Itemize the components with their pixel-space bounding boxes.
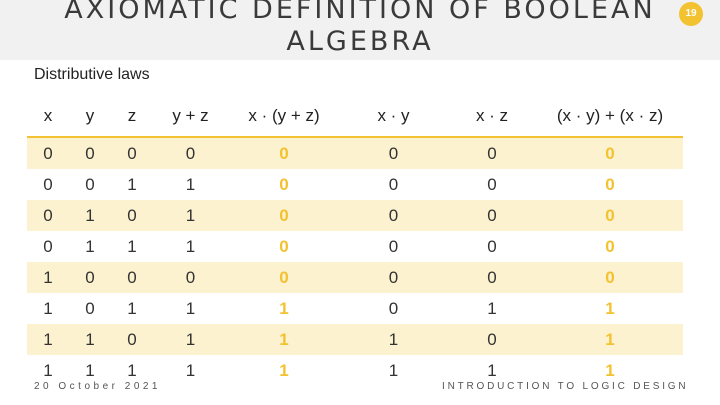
table-cell: 0: [69, 262, 111, 293]
table-cell: 1: [487, 298, 497, 318]
table-cell: 1: [69, 200, 111, 231]
table-cell: 1: [43, 360, 53, 380]
table-cell: 1: [228, 324, 340, 355]
table-cell: 1: [69, 324, 111, 355]
table-cell: 1: [185, 236, 196, 256]
column-header: y + z: [153, 96, 228, 138]
table-cell: 0: [111, 324, 153, 355]
column-header: x · z: [447, 96, 537, 138]
table-cell: 0: [27, 200, 69, 231]
slide-subtitle: Distributive laws: [34, 66, 150, 83]
table-cell: 0: [388, 298, 399, 318]
table-cell: 1: [153, 324, 228, 355]
table-row: 1 1 1 1 1 1 1 1: [27, 355, 683, 386]
table-cell: 1: [388, 360, 399, 380]
table-cell: 0: [537, 137, 683, 169]
table-cell: 0: [340, 137, 447, 169]
column-header: x · (y + z): [228, 96, 340, 138]
column-header: x · y: [340, 96, 447, 138]
column-header: z: [111, 96, 153, 138]
table-cell: 1: [605, 360, 615, 380]
table-cell: 0: [605, 174, 615, 194]
table-cell: 1: [279, 298, 289, 318]
table-cell: 1: [605, 298, 615, 318]
table-cell: 1: [85, 360, 95, 380]
table-cell: 0: [228, 200, 340, 231]
table-cell: 1: [43, 298, 53, 318]
table-cell: 1: [340, 324, 447, 355]
table-row: 1 0 1 1 1 0 1 1: [27, 293, 683, 324]
table-cell: 1: [27, 324, 69, 355]
column-header: x: [27, 96, 69, 138]
table-cell: 0: [447, 262, 537, 293]
table-cell: 0: [340, 200, 447, 231]
table-cell: 1: [279, 360, 289, 380]
table-cell: 0: [111, 137, 153, 169]
slide-title: AXIOMATIC DEFINITION OF BOOLEAN ALGEBRA: [64, 0, 656, 57]
footer-course-title: INTRODUCTION TO LOGIC DESIGN: [442, 381, 689, 392]
table-cell: 0: [447, 324, 537, 355]
table-cell: 0: [85, 174, 95, 194]
footer-date: 20 October 2021: [34, 381, 161, 392]
table-cell: 1: [487, 360, 497, 380]
table-cell: 0: [388, 236, 399, 256]
table-cell: 1: [27, 262, 69, 293]
table-cell: 0: [228, 137, 340, 169]
table-cell: 0: [279, 236, 289, 256]
table-cell: 1: [127, 174, 137, 194]
table-cell: 0: [447, 137, 537, 169]
table-cell: 0: [43, 174, 53, 194]
table-cell: 0: [537, 200, 683, 231]
table-cell: 0: [153, 262, 228, 293]
table-cell: 0: [487, 236, 497, 256]
title-band: [0, 0, 720, 60]
table-cell: 0: [228, 262, 340, 293]
table-cell: 0: [111, 262, 153, 293]
page-number-badge: 19: [679, 2, 703, 26]
table-cell: 1: [127, 298, 137, 318]
table-cell: 0: [487, 174, 497, 194]
table-cell: 0: [388, 174, 399, 194]
table-cell: 0: [43, 236, 53, 256]
table-cell: 1: [127, 360, 137, 380]
table-cell: 1: [127, 236, 137, 256]
table-cell: 0: [340, 262, 447, 293]
column-header: y: [69, 96, 111, 138]
table-row: 0 1 1 1 0 0 0 0: [27, 231, 683, 262]
truth-table: x y z y + z x · (y + z) x · y x · z (x ·…: [27, 96, 683, 386]
table-cell: 0: [279, 174, 289, 194]
table-cell: 0: [85, 298, 95, 318]
table-row: 0 0 1 1 0 0 0 0: [27, 169, 683, 200]
table-cell: 1: [153, 200, 228, 231]
table-cell: 1: [185, 174, 196, 194]
table-cell: 0: [537, 262, 683, 293]
table-cell: 0: [153, 137, 228, 169]
table-cell: 1: [85, 236, 95, 256]
table-cell: 1: [185, 298, 196, 318]
table-cell: 0: [111, 200, 153, 231]
table-cell: 0: [447, 200, 537, 231]
column-header: (x · y) + (x · z): [537, 96, 683, 138]
table-cell: 0: [69, 137, 111, 169]
table-header-row: x y z y + z x · (y + z) x · y x · z (x ·…: [27, 96, 683, 138]
table-cell: 0: [27, 137, 69, 169]
table-cell: 1: [185, 360, 196, 380]
table-cell: 0: [605, 236, 615, 256]
table-cell: 1: [537, 324, 683, 355]
